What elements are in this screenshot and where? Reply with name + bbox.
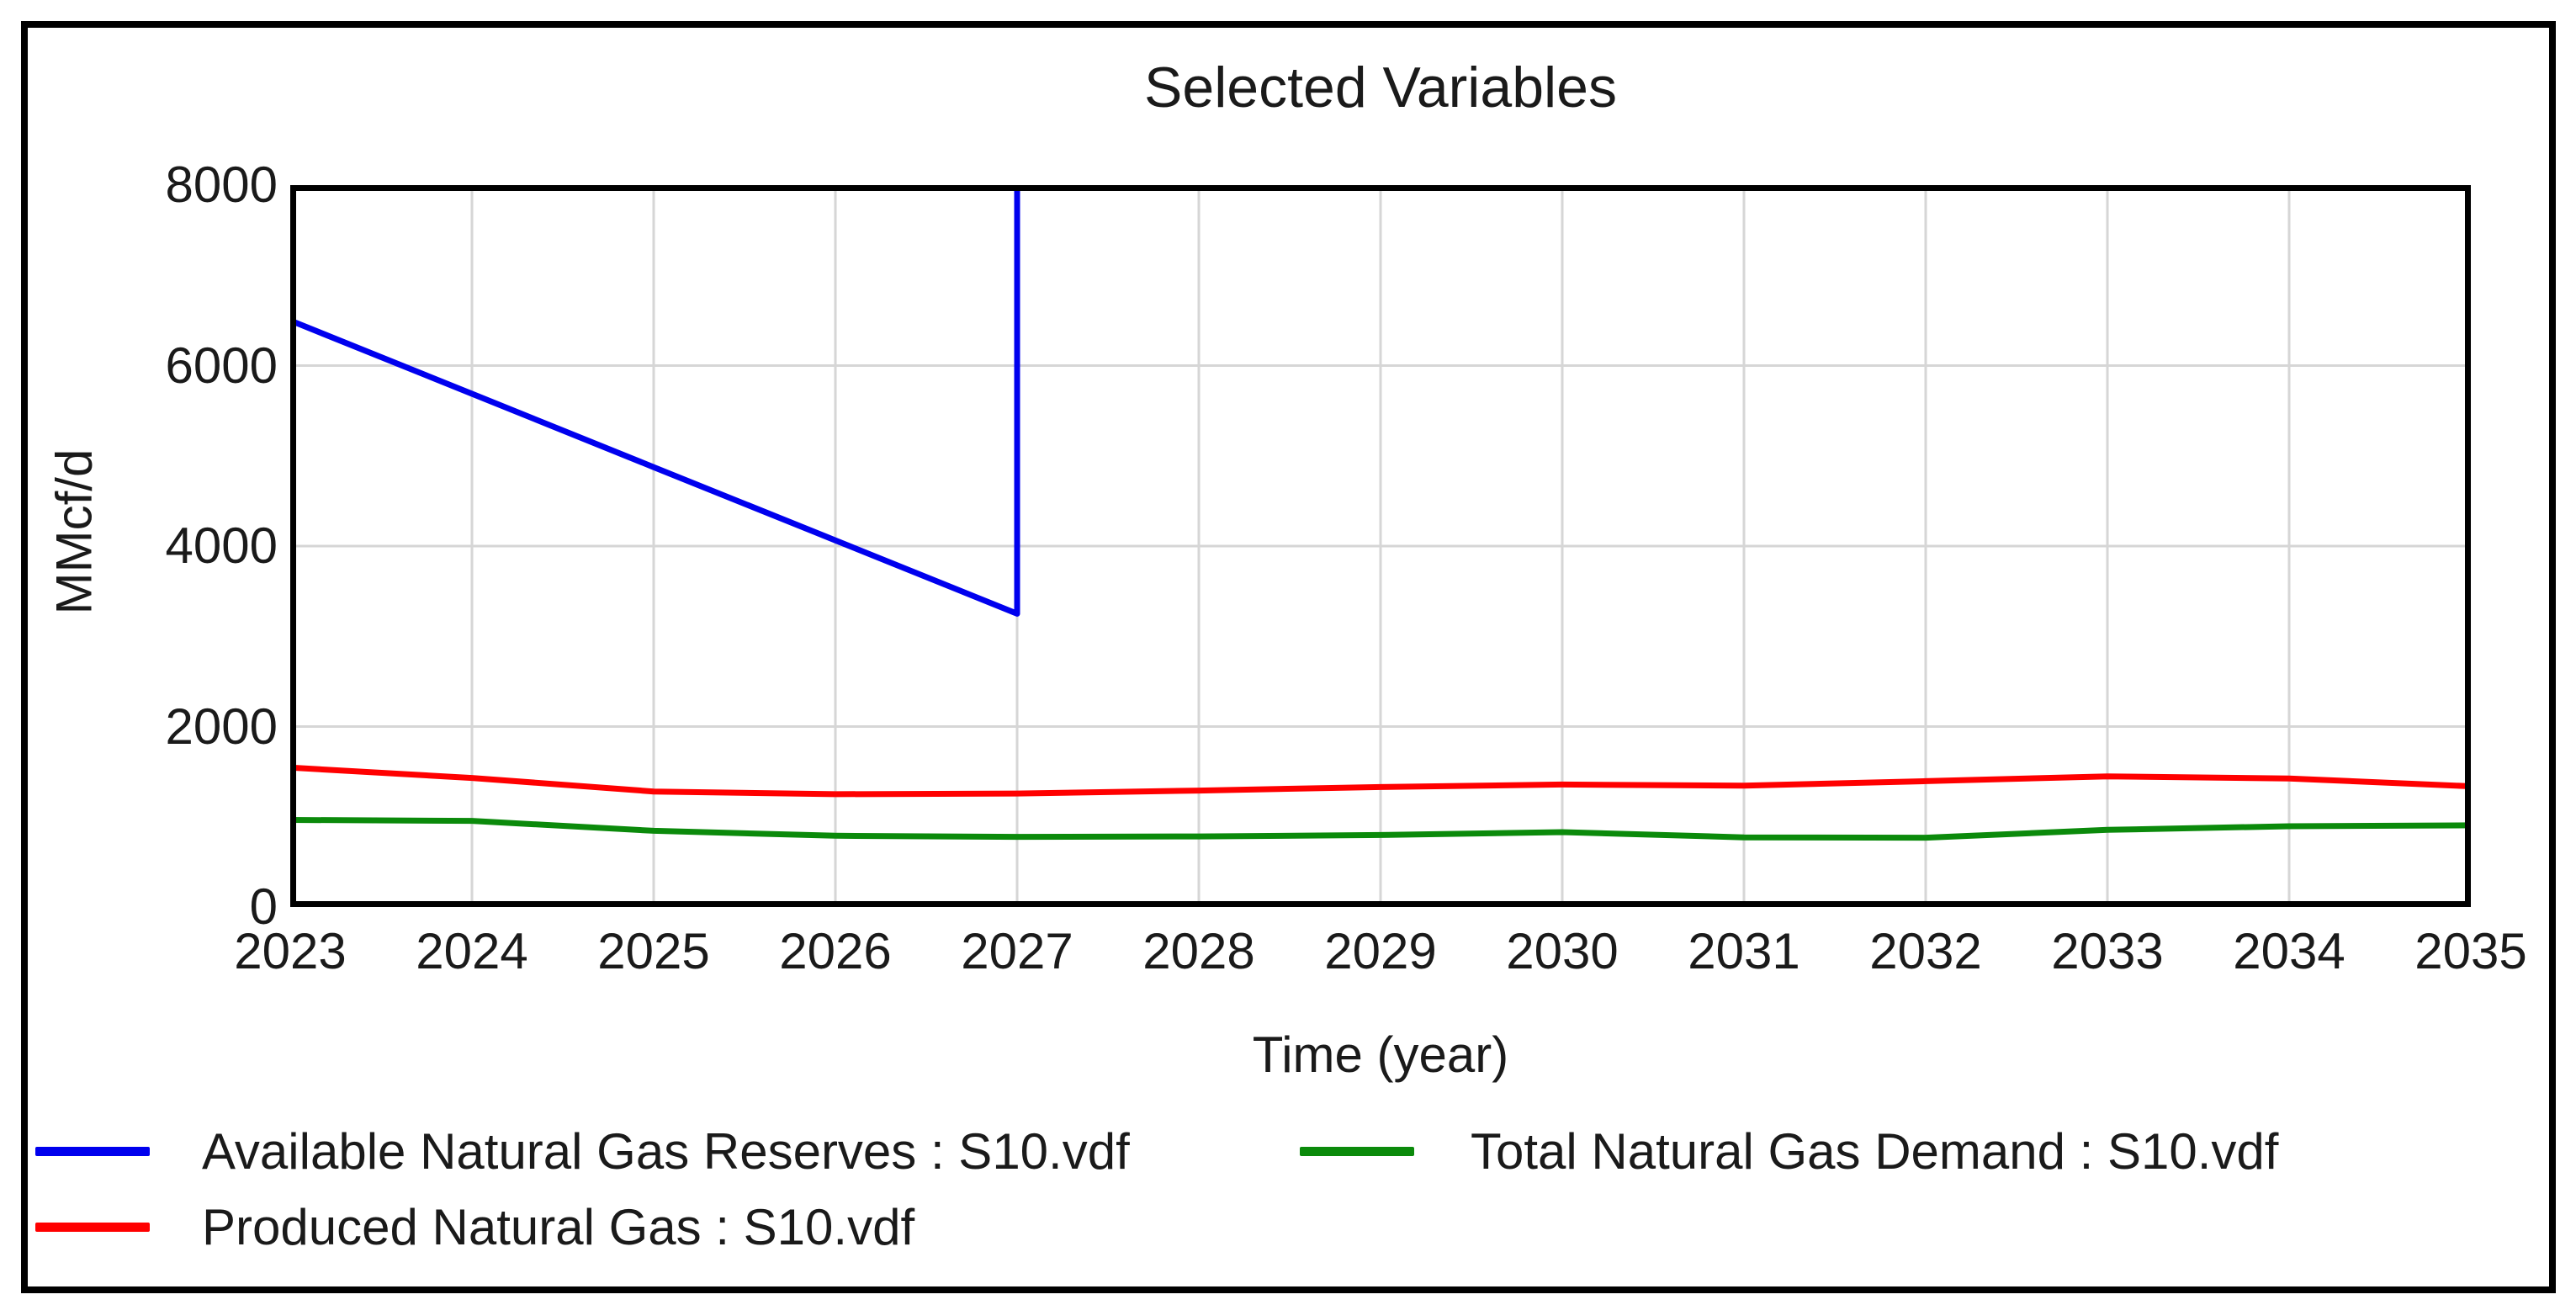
x-tick-label-2035: 2035 — [2414, 923, 2527, 979]
plot-border — [290, 185, 2471, 907]
x-tick-label-2024: 2024 — [416, 923, 528, 979]
x-tick-label-2032: 2032 — [1869, 923, 1982, 979]
x-tick-label-2034: 2034 — [2233, 923, 2345, 979]
x-tick-label-2028: 2028 — [1142, 923, 1255, 979]
x-axis-title: Time (year) — [1252, 1026, 1509, 1083]
chart-outer-border — [21, 21, 2556, 1293]
x-tick-label-2031: 2031 — [1688, 923, 1800, 979]
x-tick-label-2033: 2033 — [2051, 923, 2164, 979]
series-line-total-natural-gas-demand — [290, 817, 2471, 841]
x-tick-label-2025: 2025 — [597, 923, 710, 979]
chart-title: Selected Variables — [1144, 56, 1617, 119]
y-tick-label-4000: 4000 — [165, 517, 278, 574]
y-axis-title: MMcf/d — [45, 448, 103, 615]
series-line-available-natural-gas-reserves — [290, 185, 1020, 617]
x-tick-label-2029: 2029 — [1324, 923, 1437, 979]
legend-label-produced-natural-gas: Produced Natural Gas : S10.vdf — [202, 1199, 915, 1255]
legend-label-available-natural-gas-reserves: Available Natural Gas Reserves : S10.vdf — [202, 1123, 1130, 1180]
y-tick-label-0: 0 — [249, 878, 278, 935]
y-tick-label-2000: 2000 — [165, 698, 278, 755]
x-tick-label-2023: 2023 — [234, 923, 347, 979]
legend-swatch-total-natural-gas-demand — [1300, 1147, 1414, 1156]
x-tick-label-2030: 2030 — [1506, 923, 1619, 979]
legend-label-total-natural-gas-demand: Total Natural Gas Demand : S10.vdf — [1471, 1123, 2279, 1180]
y-tick-label-6000: 6000 — [165, 337, 278, 394]
legend-swatch-produced-natural-gas — [35, 1223, 150, 1232]
y-tick-label-8000: 8000 — [165, 156, 278, 213]
x-tick-label-2026: 2026 — [779, 923, 892, 979]
x-tick-label-2027: 2027 — [961, 923, 1073, 979]
series-line-produced-natural-gas — [290, 764, 2471, 798]
legend-swatch-available-natural-gas-reserves — [35, 1147, 150, 1156]
plot-area — [290, 185, 2471, 907]
